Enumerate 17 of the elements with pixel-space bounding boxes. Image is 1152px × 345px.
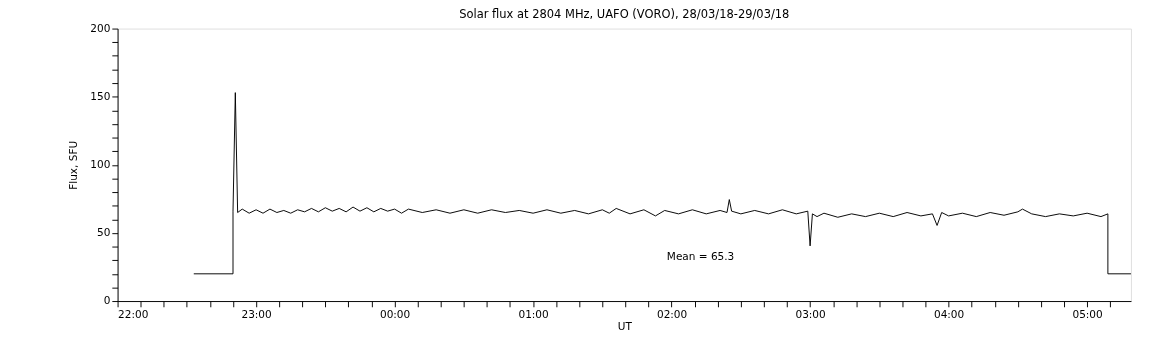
annotation: Mean = 65.3	[666, 249, 735, 262]
x-tick-label: 02:00	[656, 307, 688, 320]
y-tick-label: 150	[90, 90, 111, 103]
y-tick-label: 200	[90, 21, 111, 34]
x-axis-title: UT	[617, 320, 633, 333]
x-tick-label: 01:00	[518, 307, 549, 320]
y-tick-label: 100	[90, 158, 111, 171]
y-tick-label: 0	[103, 294, 111, 307]
x-tick-label: 05:00	[1072, 307, 1103, 320]
chart-title: Solar flux at 2804 MHz, UAFO (VORO), 28/03/18-29/03/18	[459, 7, 790, 22]
x-tick-label: 03:00	[795, 307, 826, 320]
x-tick-label: 23:00	[241, 307, 272, 320]
x-tick-label: 22:00	[118, 307, 149, 320]
x-tick-label: 00:00	[379, 307, 411, 320]
y-axis-title: Flux, SFU	[66, 140, 79, 190]
y-tick-label: 50	[97, 226, 111, 239]
x-tick-label: 04:00	[933, 307, 965, 320]
